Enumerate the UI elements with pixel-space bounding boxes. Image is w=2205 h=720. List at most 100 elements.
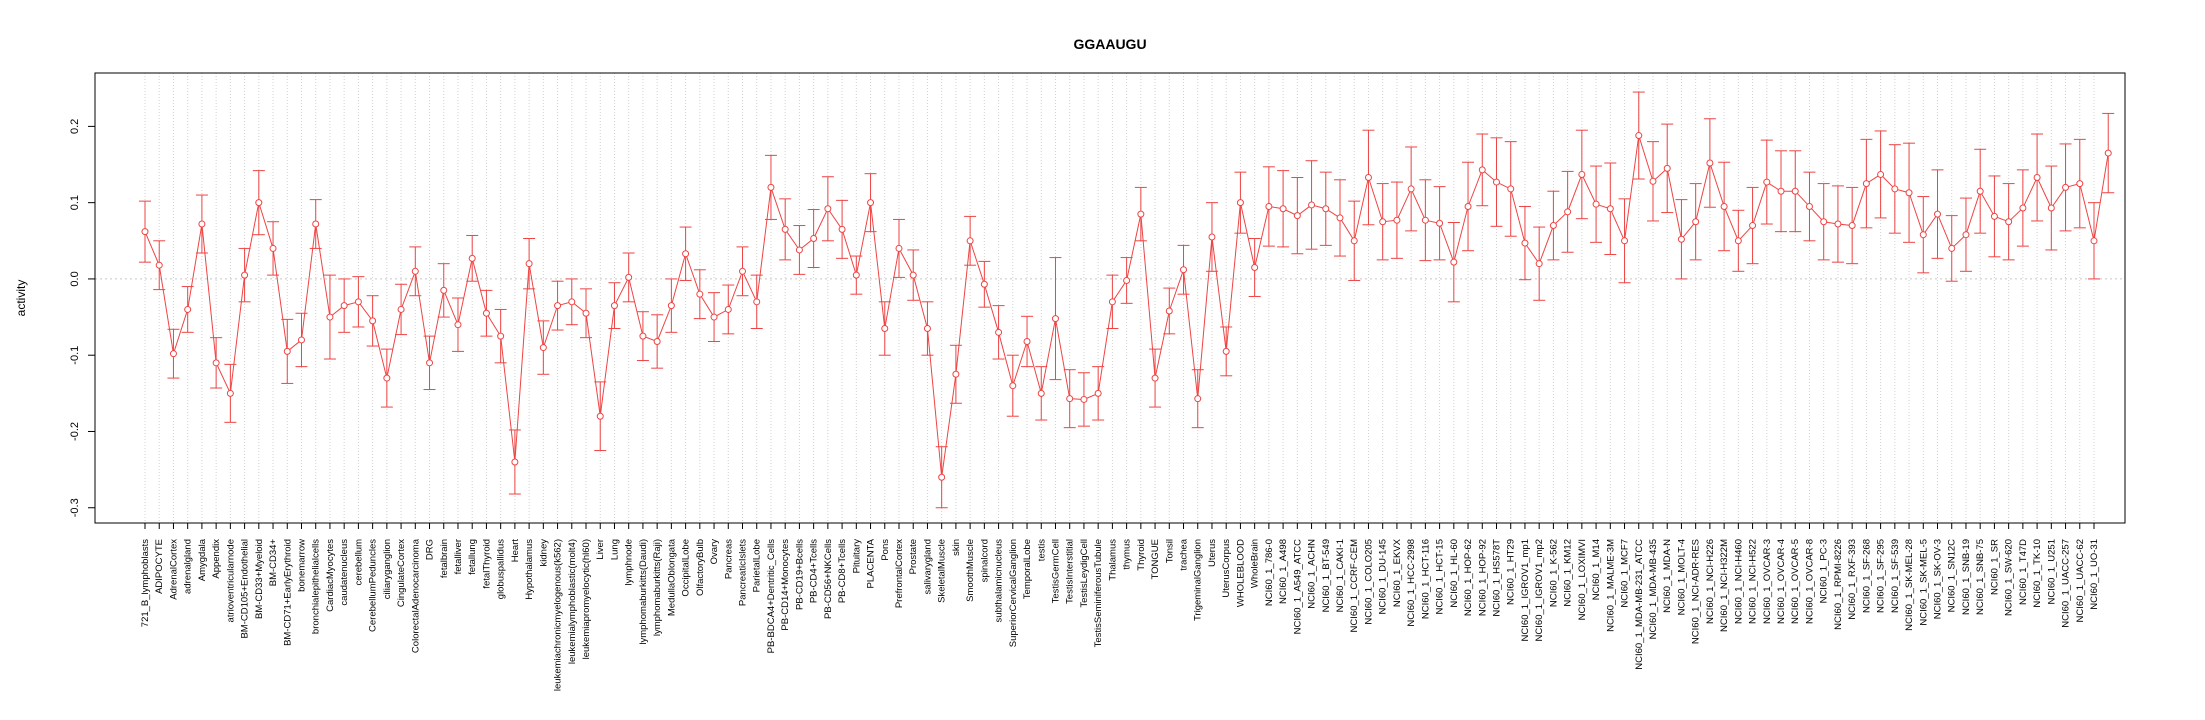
data-point <box>867 199 875 207</box>
x-tick-label: NCI60_1_UACC-62 <box>2075 539 2086 622</box>
x-tick-label: NCI60_1_UACC-257 <box>2061 539 2072 628</box>
x-tick-label: ColorectalAdenocarcinoma <box>410 538 421 653</box>
data-point <box>1336 214 1344 222</box>
data-point <box>1934 210 1942 218</box>
data-point <box>1720 202 1728 210</box>
data-point <box>1862 180 1870 188</box>
data-point <box>1236 199 1244 207</box>
x-tick-label: Tonsil <box>1164 539 1175 563</box>
data-point <box>255 199 263 207</box>
x-tick-label: OccipitalLobe <box>681 539 692 597</box>
x-axis: 721_B_lymphoblasts ADIPOCYTE AdrenalCortex… <box>140 523 2100 691</box>
data-point <box>1407 185 1415 193</box>
data-point <box>1464 202 1472 210</box>
x-tick-label: TestisSeminiferousTubule <box>1093 539 1104 647</box>
grid-lines <box>144 73 2095 523</box>
x-tick-label: NCI60_1_HCT-15 <box>1435 539 1446 615</box>
data-point <box>1549 222 1557 230</box>
data-point <box>511 458 519 466</box>
x-tick-label: NCI60_1_K-562 <box>1548 539 1559 607</box>
x-tick-label: bonemarrow <box>296 539 307 592</box>
data-point <box>554 302 562 310</box>
data-point <box>1350 237 1358 245</box>
x-tick-label: CerebellumPeduncles <box>368 539 379 632</box>
x-tick-label: NCI60_1_LOXIMVI <box>1577 539 1588 620</box>
data-point <box>2076 180 2084 188</box>
x-tick-label: NCI60_1_KM12 <box>1563 539 1574 607</box>
x-tick-label: BM-CD34+ <box>268 539 279 587</box>
y-tick-label: -0.2 <box>69 422 81 441</box>
data-point <box>397 305 405 313</box>
x-tick-label: NCI60_1_HS578T <box>1491 539 1502 617</box>
data-point <box>340 302 348 310</box>
x-tick-label: adrenalgland <box>183 539 194 594</box>
x-tick-label: cerebellum <box>353 539 364 586</box>
data-point <box>1578 170 1586 178</box>
x-tick-label: NCI60_1_786-0 <box>1264 539 1275 606</box>
x-tick-label: PB-CD56+NKCells <box>823 539 834 619</box>
data-point <box>1834 220 1842 228</box>
x-tick-label: NCI60_1_SK-OV-3 <box>1933 539 1944 619</box>
y-tick-label: -0.3 <box>69 498 81 517</box>
x-tick-label: Lung <box>609 539 620 560</box>
data-point <box>838 225 846 233</box>
x-tick-label: AdrenalCortex <box>168 539 179 600</box>
data-point <box>1621 237 1629 245</box>
x-tick-label: NCI60_1_NCI-H522 <box>1748 539 1759 624</box>
data-point <box>980 280 988 288</box>
x-tick-label: NCI60_1_COLO205 <box>1363 539 1374 625</box>
data-point <box>226 389 234 397</box>
data-point <box>1151 374 1159 382</box>
x-tick-label: Amygdala <box>197 538 208 581</box>
data-point <box>1308 201 1316 209</box>
data-point <box>625 273 633 281</box>
data-point <box>724 305 732 313</box>
x-tick-label: NCI60_1_U251 <box>2046 539 2057 605</box>
x-tick-label: NCI60_1_SK-MEL-28 <box>1904 539 1915 631</box>
data-point <box>426 359 434 367</box>
x-tick-label: NCI60_1_SF-539 <box>1890 539 1901 613</box>
x-tick-label: PB-CD4+Tcells <box>809 539 820 603</box>
data-point <box>2033 173 2041 181</box>
x-tick-label: WHOLEBLOOD <box>1235 539 1246 607</box>
data-point <box>1649 177 1657 185</box>
data-point <box>297 336 305 344</box>
data-point <box>184 305 192 313</box>
data-point <box>810 235 818 243</box>
x-tick-label: NCI60_1_OVCAR-8 <box>1804 539 1815 624</box>
x-tick-label: NCI60_1_HOP-92 <box>1477 539 1488 616</box>
x-tick-label: PB-CD8+Tcells <box>837 539 848 603</box>
x-tick-label: ADIPOCYTE <box>154 539 165 594</box>
data-point <box>497 332 505 340</box>
data-point <box>241 271 249 279</box>
x-tick-label: BM-CD71+EarlyErythroid <box>282 539 293 646</box>
data-point <box>1805 202 1813 210</box>
data-point <box>1393 216 1401 224</box>
x-tick-label: PB-BDCA4+Dentritic_Cells <box>766 539 777 654</box>
data-point <box>739 267 747 275</box>
data-point <box>1677 235 1685 243</box>
x-tick-label: NCI60_1_SF-268 <box>1861 539 1872 613</box>
data-point <box>1165 307 1173 315</box>
data-point <box>2005 218 2013 226</box>
data-point <box>539 344 547 352</box>
plot-frame <box>94 72 2126 524</box>
data-point <box>212 359 220 367</box>
data-point <box>2062 183 2070 191</box>
data-point <box>1023 337 1031 345</box>
data-point <box>895 244 903 252</box>
x-tick-label: PB-CD19+Bcells <box>794 539 805 610</box>
data-point <box>440 286 448 294</box>
data-point <box>1208 233 1216 241</box>
data-point <box>283 347 291 355</box>
x-tick-label: NCI60_1_BT-549 <box>1321 539 1332 612</box>
data-point <box>1820 218 1828 226</box>
data-point <box>938 473 946 481</box>
data-point <box>1919 231 1927 239</box>
chart-title: GGAAUGU <box>1073 36 1146 52</box>
data-point <box>1108 298 1116 306</box>
x-tick-label: ciliaryganglion <box>382 539 393 599</box>
x-tick-label: Ovary <box>709 539 720 565</box>
data-point <box>610 302 618 310</box>
x-tick-label: Liver <box>595 539 606 560</box>
